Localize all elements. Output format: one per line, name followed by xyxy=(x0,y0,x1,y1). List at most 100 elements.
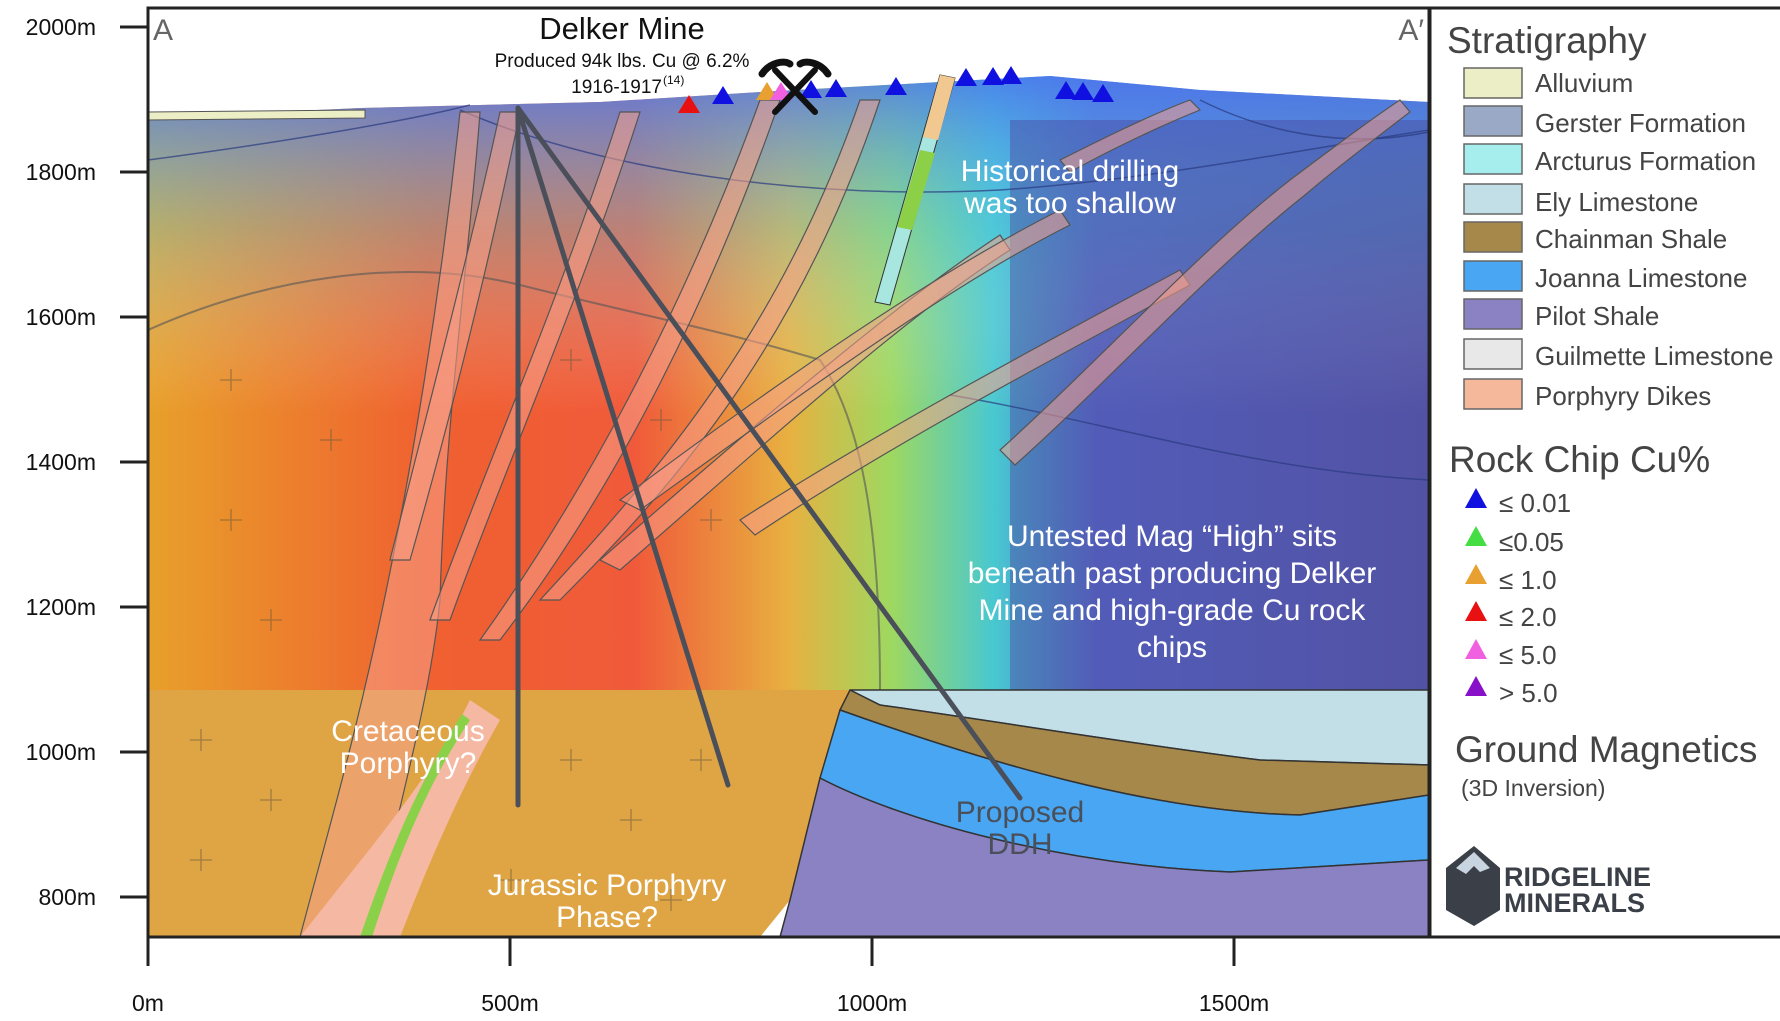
mine-title: Delker Mine xyxy=(539,11,704,46)
x-axis: 0m 500m 1000m 1500m xyxy=(132,937,1269,1016)
cretaceous-porphyry-body xyxy=(300,700,500,937)
rockchip-legend-label: ≤ 2.0 xyxy=(1499,602,1557,632)
rock-chip-marker xyxy=(1055,81,1077,99)
section-end-label: A′ xyxy=(1398,14,1424,47)
legend-label: Pilot Shale xyxy=(1535,301,1659,331)
alluvium-unit xyxy=(148,109,366,121)
proposed-ddh-3 xyxy=(515,105,1023,801)
untested-mag-high-note: Mine and high-grade Cu rock xyxy=(979,594,1367,627)
y-tick-label: 800m xyxy=(38,884,96,910)
legend-label: Chainman Shale xyxy=(1535,224,1727,254)
rock-chip-marker xyxy=(800,80,822,98)
rock-chip-marker xyxy=(712,86,734,104)
contact-line xyxy=(148,104,471,161)
legend-swatch xyxy=(1463,67,1523,99)
rock-chip-marker xyxy=(825,79,847,97)
rockchip-legend-triangle xyxy=(1465,639,1487,659)
historical-drilling-note: was too shallow xyxy=(963,187,1176,220)
contact-line xyxy=(949,394,1429,481)
y-tick-label: 1800m xyxy=(26,159,96,185)
jurassic-porphyry-label: Phase? xyxy=(556,901,658,934)
rock-chip-marker xyxy=(982,67,1004,85)
untested-mag-high-note: Untested Mag “High” sits xyxy=(1007,520,1337,553)
mine-production: Produced 94k lbs. Cu @ 6.2% xyxy=(495,51,750,72)
legend-label: Guilmette Limestone xyxy=(1535,341,1773,371)
historical-drillhole-segment xyxy=(897,150,935,230)
legend: Stratigraphy Alluvium Gerster Formation … xyxy=(1446,20,1773,926)
proposed-ddh-2 xyxy=(515,105,731,788)
cross-section-plot xyxy=(148,8,1429,937)
ridgeline-minerals-logo: RIDGELINE MINERALS xyxy=(1446,846,1651,926)
logo-text-line1: RIDGELINE xyxy=(1504,862,1651,892)
x-tick-label: 0m xyxy=(132,990,164,1016)
legend-swatch xyxy=(1463,105,1523,137)
stratigraphy-legend-items: Alluvium Gerster Formation Arcturus Form… xyxy=(1463,67,1773,411)
porphyry-cross-pattern xyxy=(190,349,722,911)
legend-label: Gerster Formation xyxy=(1535,108,1746,138)
rockchip-legend-triangle xyxy=(1465,601,1487,621)
y-tick-label: 1400m xyxy=(26,449,96,475)
legend-label: Arcturus Formation xyxy=(1535,146,1756,176)
porphyry-dike xyxy=(1059,99,1202,173)
stratigraphy-legend-title: Stratigraphy xyxy=(1447,20,1647,61)
mine-years: 1916-1917 xyxy=(571,77,662,98)
y-tick-label: 1600m xyxy=(26,304,96,330)
rockchip-legend-triangle xyxy=(1465,564,1487,584)
rock-chip-marker xyxy=(770,82,792,100)
rock-chip-marker xyxy=(1092,84,1114,102)
jurassic-porphyry-label: Jurassic Porphyry xyxy=(488,869,726,902)
porphyry-dikes xyxy=(299,99,1411,937)
porphyry-dike xyxy=(429,111,641,621)
rock-chip-marker xyxy=(678,95,700,113)
legend-label: Ely Limestone xyxy=(1535,187,1698,217)
rock-chip-marker xyxy=(1072,82,1094,100)
logo-snowcap xyxy=(1456,852,1490,874)
cretaceous-porphyry-label: Porphyry? xyxy=(340,747,477,780)
untested-mag-high-note: beneath past producing Delker xyxy=(968,557,1377,590)
cretaceous-porphyry-label: Cretaceous xyxy=(331,715,484,748)
rockchip-legend-items: ≤ 0.01 ≤0.05 ≤ 1.0 ≤ 2.0 ≤ 5.0 > 5.0 xyxy=(1465,488,1571,708)
rockchip-legend-label: ≤0.05 xyxy=(1499,527,1564,557)
contact-line xyxy=(459,109,1429,193)
contact-line xyxy=(1199,99,1429,140)
rock-chip-marker xyxy=(955,68,977,86)
x-tick-label: 1500m xyxy=(1199,990,1269,1016)
magnetics-legend-title: Ground Magnetics xyxy=(1455,729,1757,770)
rock-chip-marker xyxy=(885,77,907,95)
legend-swatch xyxy=(1463,221,1523,253)
legend-swatch xyxy=(1463,378,1523,410)
rockchip-legend-triangle xyxy=(1465,526,1487,546)
mine-years-reference: (14) xyxy=(663,73,684,87)
rockchip-legend-label: ≤ 5.0 xyxy=(1499,640,1557,670)
y-tick-label: 1000m xyxy=(26,739,96,765)
y-tick-label: 1200m xyxy=(26,594,96,620)
legend-label: Alluvium xyxy=(1535,68,1633,98)
green-dike xyxy=(360,714,470,937)
magnetics-legend-subtitle: (3D Inversion) xyxy=(1461,775,1605,801)
rockchip-legend-triangle xyxy=(1465,676,1487,696)
y-tick-label: 2000m xyxy=(26,14,96,40)
rockchip-legend-triangle xyxy=(1465,488,1487,508)
legend-swatch xyxy=(1463,338,1523,370)
y-axis: 2000m 1800m 1600m 1400m 1200m 1000m 800m xyxy=(26,14,148,910)
legend-swatch xyxy=(1463,183,1523,215)
mine-symbol-icon xyxy=(758,58,832,115)
proposed-drillholes xyxy=(515,105,1023,808)
rock-chip-samples xyxy=(678,66,1114,113)
porphyry-dike xyxy=(618,209,1071,511)
rockchip-legend-title: Rock Chip Cu% xyxy=(1449,439,1710,480)
legend-label: Porphyry Dikes xyxy=(1535,381,1711,411)
rockchip-legend-label: > 5.0 xyxy=(1499,678,1558,708)
proposed-ddh-label: DDH xyxy=(988,828,1053,861)
x-tick-label: 1000m xyxy=(837,990,907,1016)
legend-swatch xyxy=(1463,298,1523,330)
legend-label: Joanna Limestone xyxy=(1535,263,1747,293)
rockchip-legend-label: ≤ 1.0 xyxy=(1499,565,1557,595)
section-start-label: A xyxy=(153,14,173,47)
proposed-ddh-label: Proposed xyxy=(956,796,1084,829)
x-tick-label: 500m xyxy=(481,990,539,1016)
untested-mag-high-note: chips xyxy=(1137,631,1207,664)
rock-chip-marker xyxy=(1000,66,1022,84)
legend-swatch xyxy=(1463,260,1523,292)
